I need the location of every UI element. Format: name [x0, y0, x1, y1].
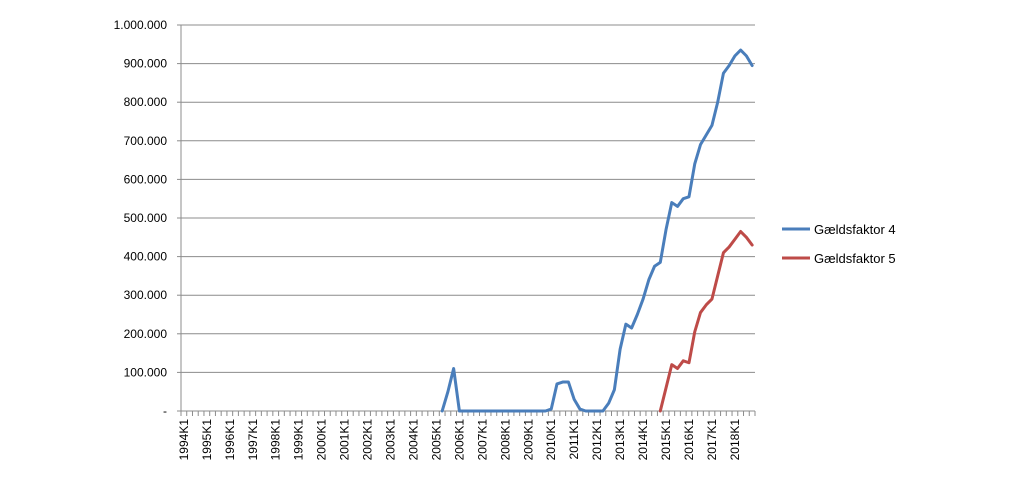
- x-tick-label: 1998K1: [269, 419, 283, 461]
- x-tick-label: 2014K1: [636, 419, 650, 461]
- y-tick-labels: - 100.000 200.000 300.000 400.000 500.000 600.…: [114, 18, 168, 418]
- series-lines: [440, 48, 754, 413]
- y-tick-label: 600.000: [124, 172, 168, 186]
- gridlines: [181, 24, 755, 373]
- y-tick-label: 100.000: [124, 365, 168, 379]
- x-tick-labels: 1994K1 1995K1 1996K1 1997K1 1998K1 1999K1 2000…: [177, 419, 742, 461]
- series-line-2: [658, 230, 754, 413]
- x-tick-label: 1997K1: [246, 419, 260, 461]
- x-tick-label: 2005K1: [429, 419, 443, 461]
- y-tick-label: 700.000: [124, 134, 168, 148]
- y-tick-label: 500.000: [124, 211, 168, 225]
- x-tick-label: 2002K1: [361, 419, 375, 461]
- y-tick-label: 900.000: [124, 57, 168, 71]
- x-tick-label: 2010K1: [544, 419, 558, 461]
- y-tick-label: 400.000: [124, 250, 168, 264]
- x-tick-label: 2018K1: [728, 419, 742, 461]
- x-tick-label: 2009K1: [521, 419, 535, 461]
- x-tick-label: 1996K1: [223, 419, 237, 461]
- legend-label-2: Gældsfaktor 5: [814, 251, 896, 266]
- x-tick-label: 1995K1: [200, 419, 214, 461]
- y-tick-label: 800.000: [124, 95, 168, 109]
- x-tick-label: 2012K1: [590, 419, 604, 461]
- x-tick-label: 1999K1: [292, 419, 306, 461]
- legend-label-1: Gældsfaktor 4: [814, 222, 896, 237]
- series-line-1: [440, 48, 754, 413]
- legend: Gældsfaktor 4 Gældsfaktor 5: [782, 222, 896, 266]
- x-tick-label: 2007K1: [475, 419, 489, 461]
- y-tick-label: 300.000: [124, 288, 168, 302]
- x-tick-label: 2000K1: [315, 419, 329, 461]
- x-tick-label: 2015K1: [659, 419, 673, 461]
- x-tick-label: 2008K1: [498, 419, 512, 461]
- x-tick-label: 2006K1: [452, 419, 466, 461]
- x-tick-label: 2016K1: [682, 419, 696, 461]
- x-tick-label: 1994K1: [177, 419, 191, 461]
- x-tick-label: 2004K1: [406, 419, 420, 461]
- x-tick-label: 2017K1: [705, 419, 719, 461]
- y-tick-label: 1.000.000: [114, 18, 168, 32]
- x-tick-label: 2003K1: [384, 419, 398, 461]
- x-tick-label: 2001K1: [338, 419, 352, 461]
- y-tick-label: 200.000: [124, 327, 168, 341]
- x-tick-label: 2011K1: [567, 419, 581, 460]
- x-tick-label: 2013K1: [613, 419, 627, 461]
- y-tick-label: -: [163, 404, 167, 418]
